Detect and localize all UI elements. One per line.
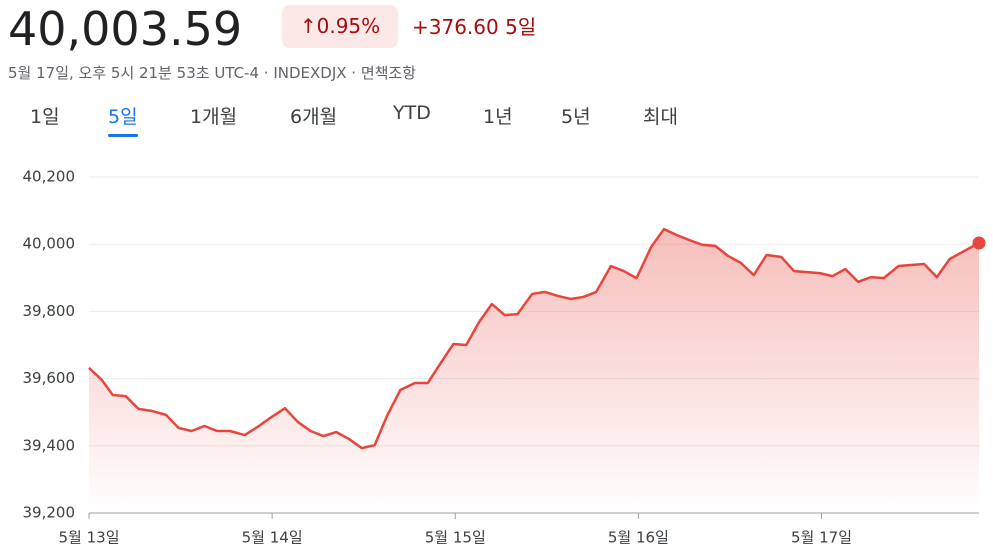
timestamp: 5월 17일, 오후 5시 21분 53초 UTC-4 · INDEXDJX ·… — [8, 64, 417, 82]
range-tab[interactable]: 1년 — [483, 106, 513, 128]
change-pct: 0.95% — [316, 14, 381, 38]
y-tick-label: 40,000 — [23, 235, 76, 253]
period: 5일 — [505, 15, 537, 39]
range-tab[interactable]: 6개월 — [290, 106, 338, 128]
range-tab[interactable]: 1일 — [30, 106, 60, 128]
price: 40,003.59 — [8, 2, 243, 56]
range-tab[interactable]: 5일 — [108, 102, 138, 137]
range-tab[interactable]: 1개월 — [190, 106, 238, 128]
change-value: +376.60 — [412, 15, 499, 39]
range-tab[interactable]: 최대 — [643, 106, 678, 128]
y-tick-label: 39,400 — [23, 436, 76, 454]
x-tick-label: 5월 17일 — [791, 529, 852, 547]
range-tab[interactable]: YTD — [393, 102, 431, 124]
y-tick-label: 39,800 — [23, 302, 76, 320]
x-tick-label: 5월 15일 — [425, 529, 486, 547]
range-tab[interactable]: 5년 — [561, 106, 591, 128]
y-tick-label: 40,200 — [23, 168, 76, 186]
y-tick-label: 39,600 — [23, 369, 76, 387]
change: +376.60 5일 — [412, 11, 536, 40]
price-line — [88, 227, 980, 450]
x-tick-label: 5월 16일 — [608, 529, 669, 547]
last-point — [972, 236, 986, 250]
x-tick-label: 5월 13일 — [59, 529, 120, 547]
area-fill — [89, 229, 979, 513]
arrow-icon: ↑ — [299, 14, 317, 38]
y-tick-label: 39,200 — [23, 504, 76, 522]
change-badge: ↑0.95% — [282, 5, 398, 48]
x-tick-label: 5월 14일 — [242, 529, 303, 547]
